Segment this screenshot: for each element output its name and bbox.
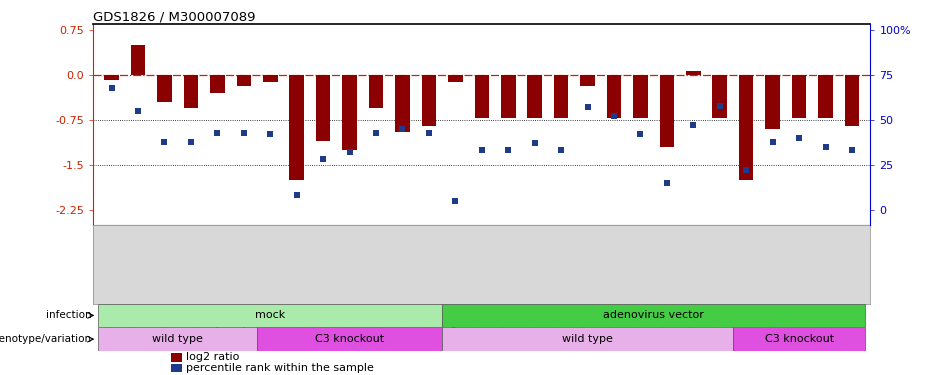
Bar: [171, 353, 182, 362]
Bar: [712, 75, 727, 118]
Point: [633, 131, 648, 137]
Text: log2 ratio: log2 ratio: [186, 352, 240, 362]
Bar: [554, 75, 569, 118]
Bar: [527, 75, 542, 118]
Text: GDS1826 / M300007089: GDS1826 / M300007089: [93, 10, 256, 23]
Point: [791, 135, 806, 141]
Bar: [130, 45, 145, 75]
Text: infection: infection: [47, 310, 92, 321]
Point: [580, 105, 595, 111]
Bar: [733, 327, 865, 351]
Bar: [263, 75, 277, 82]
Point: [527, 140, 542, 146]
Bar: [844, 75, 859, 126]
Point: [395, 126, 410, 132]
Bar: [765, 75, 780, 129]
Bar: [369, 75, 384, 108]
Text: genotype/variation: genotype/variation: [0, 334, 92, 344]
Text: wild type: wild type: [562, 334, 613, 344]
Point: [104, 85, 119, 91]
Bar: [686, 71, 701, 75]
Bar: [183, 75, 198, 108]
Point: [818, 144, 833, 150]
Point: [475, 147, 490, 153]
Bar: [104, 75, 119, 80]
Bar: [171, 364, 182, 372]
Bar: [442, 327, 733, 351]
Point: [501, 147, 516, 153]
Bar: [236, 75, 251, 86]
Point: [686, 122, 701, 128]
Text: C3 knockout: C3 knockout: [764, 334, 833, 344]
Point: [236, 129, 251, 135]
Bar: [343, 75, 357, 150]
Point: [369, 129, 384, 135]
Bar: [501, 75, 516, 118]
Point: [607, 113, 622, 119]
Bar: [210, 75, 224, 93]
Point: [263, 131, 277, 137]
Bar: [99, 304, 442, 327]
Bar: [475, 75, 489, 118]
Point: [554, 147, 569, 153]
Point: [422, 129, 437, 135]
Point: [448, 198, 463, 204]
Bar: [442, 304, 865, 327]
Point: [316, 156, 331, 162]
Point: [157, 138, 172, 144]
Point: [342, 149, 357, 155]
Bar: [739, 75, 753, 180]
Point: [844, 147, 859, 153]
Bar: [633, 75, 648, 118]
Bar: [792, 75, 806, 118]
Point: [712, 103, 727, 109]
Text: mock: mock: [255, 310, 286, 321]
Point: [130, 108, 145, 114]
Point: [765, 138, 780, 144]
Bar: [316, 75, 331, 141]
Bar: [257, 327, 442, 351]
Text: C3 knockout: C3 knockout: [315, 334, 385, 344]
Bar: [422, 75, 437, 126]
Point: [183, 138, 198, 144]
Bar: [607, 75, 621, 118]
Bar: [659, 75, 674, 147]
Bar: [448, 75, 463, 82]
Point: [209, 129, 224, 135]
Bar: [580, 75, 595, 86]
Bar: [395, 75, 410, 132]
Point: [290, 192, 304, 198]
Bar: [818, 75, 833, 118]
Bar: [99, 327, 257, 351]
Text: wild type: wild type: [153, 334, 203, 344]
Point: [739, 167, 754, 173]
Point: [659, 180, 674, 186]
Bar: [157, 75, 171, 102]
Bar: [290, 75, 304, 180]
Text: adenovirus vector: adenovirus vector: [603, 310, 704, 321]
Text: percentile rank within the sample: percentile rank within the sample: [186, 363, 374, 373]
